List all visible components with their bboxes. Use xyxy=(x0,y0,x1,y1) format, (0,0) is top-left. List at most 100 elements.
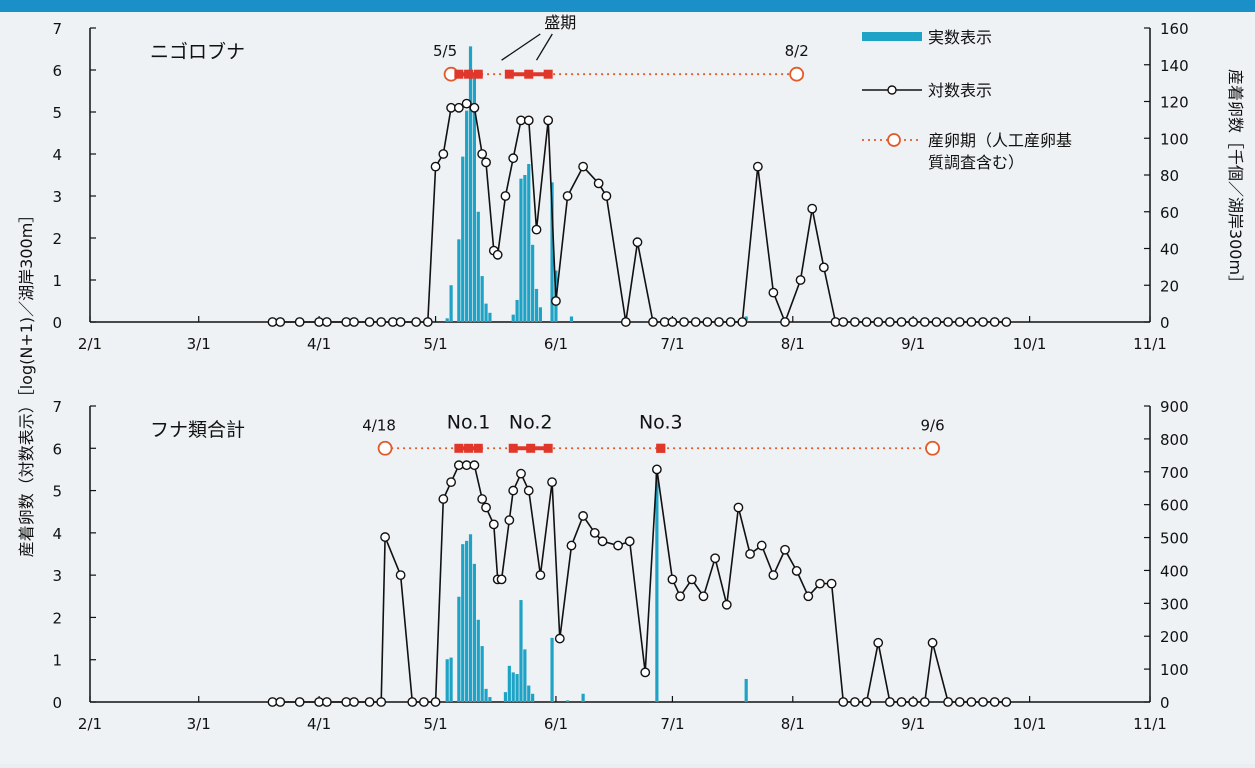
x-tick-label: 10/1 xyxy=(1013,715,1047,733)
log-series-point xyxy=(908,697,919,707)
y-right-tick-label: 900 xyxy=(1160,398,1189,416)
y-right-tick-label: 160 xyxy=(1160,20,1189,38)
y-left-tick-label: 5 xyxy=(52,104,62,122)
y-right-tick-label: 500 xyxy=(1160,530,1189,548)
log-series-point xyxy=(624,536,635,547)
count-bar xyxy=(457,596,461,702)
x-tick-label: 6/1 xyxy=(544,715,568,733)
count-bar xyxy=(534,288,539,322)
peak-marker xyxy=(504,69,514,79)
log-series-point xyxy=(551,296,561,306)
log-series-point xyxy=(632,237,643,248)
x-tick-label: 6/1 xyxy=(544,335,568,353)
top-color-strip xyxy=(0,0,1255,12)
y-right-tick-label: 600 xyxy=(1160,497,1189,515)
log-series-point xyxy=(613,540,623,551)
log-series-point xyxy=(349,317,359,327)
y-right-tick-label: 800 xyxy=(1160,431,1189,449)
log-series-point xyxy=(376,697,387,707)
y-left-tick-label: 0 xyxy=(52,694,62,712)
legend-line-marker xyxy=(887,85,897,95)
count-bar xyxy=(531,244,535,322)
log-series-point xyxy=(469,460,480,471)
count-bar xyxy=(484,303,488,322)
log-series-point xyxy=(380,532,390,542)
y-left-tick-label: 0 xyxy=(52,314,62,332)
count-bar xyxy=(476,211,480,322)
legend-label-period: 産卵期（人工産卵基質調査含む） xyxy=(928,131,1072,172)
peak-label: No.2 xyxy=(509,411,553,433)
x-tick-label: 4/1 xyxy=(307,335,331,353)
count-bar xyxy=(527,163,531,322)
log-series-point xyxy=(508,485,519,496)
count-bar xyxy=(550,637,554,702)
log-series-point xyxy=(807,203,818,214)
count-bar xyxy=(445,318,449,322)
peak-marker xyxy=(543,443,553,453)
log-series-point xyxy=(791,566,802,576)
log-series-point xyxy=(954,697,965,707)
log-series-point xyxy=(1001,317,1012,327)
count-bar xyxy=(523,175,527,322)
log-series-point xyxy=(873,637,884,648)
peak-label: No.3 xyxy=(639,411,683,433)
count-bar xyxy=(449,657,453,702)
log-series-point xyxy=(523,115,534,126)
y-axis-left-title: 産着卵数（対数表示）［log(N+1)／湖岸300m］ xyxy=(17,207,36,558)
spawning-start-label: 5/5 xyxy=(433,42,457,60)
log-series-point xyxy=(648,317,658,327)
y-left-tick-label: 5 xyxy=(52,483,62,501)
count-bar xyxy=(511,314,515,322)
y-right-tick-label: 120 xyxy=(1160,94,1189,112)
log-series-point xyxy=(349,697,359,707)
legend-period-marker xyxy=(887,133,901,147)
count-bar xyxy=(465,110,469,322)
log-series-point xyxy=(725,317,736,327)
x-tick-label: 8/1 xyxy=(781,335,805,353)
log-series-point xyxy=(780,317,790,327)
log-series-point xyxy=(500,191,511,201)
count-bar xyxy=(523,649,527,702)
log-series-point xyxy=(884,697,895,707)
log-series-point xyxy=(477,149,488,159)
log-series-point xyxy=(698,591,709,602)
y-left-tick-label: 2 xyxy=(52,230,62,248)
log-series-point xyxy=(927,637,938,648)
log-series-point xyxy=(989,317,1000,327)
y-right-tick-label: 700 xyxy=(1160,464,1189,482)
y-left-tick-label: 1 xyxy=(52,272,62,290)
log-series-point xyxy=(873,317,884,327)
log-series-point xyxy=(919,697,930,707)
peak-label: No.1 xyxy=(447,411,491,433)
log-series-point xyxy=(321,317,332,327)
count-bar xyxy=(565,700,570,702)
log-series-point xyxy=(438,494,449,504)
log-series-point xyxy=(908,317,919,327)
log-series-point xyxy=(535,570,546,581)
y-right-tick-label: 100 xyxy=(1160,130,1189,148)
log-series-point xyxy=(954,317,965,327)
log-series-point xyxy=(620,317,631,327)
log-series-point xyxy=(756,540,767,551)
log-series-point xyxy=(714,317,724,327)
peak-marker xyxy=(508,443,518,453)
log-series-point xyxy=(733,502,744,513)
legend-label-bars: 実数表示 xyxy=(928,28,992,47)
log-series-point xyxy=(675,591,686,602)
count-bar xyxy=(531,693,535,702)
count-bar xyxy=(538,307,543,322)
count-bar xyxy=(445,659,449,702)
log-series-point xyxy=(651,464,662,475)
peak-marker xyxy=(524,69,534,79)
spawning-start-label: 4/18 xyxy=(362,416,396,434)
count-bar xyxy=(519,600,523,702)
log-series-point xyxy=(667,317,678,327)
y-right-tick-label: 300 xyxy=(1160,595,1189,613)
count-bar xyxy=(472,73,476,322)
x-tick-label: 2/1 xyxy=(78,715,102,733)
log-series-point xyxy=(516,468,526,479)
count-bar xyxy=(519,178,523,322)
log-series-point xyxy=(702,317,713,327)
